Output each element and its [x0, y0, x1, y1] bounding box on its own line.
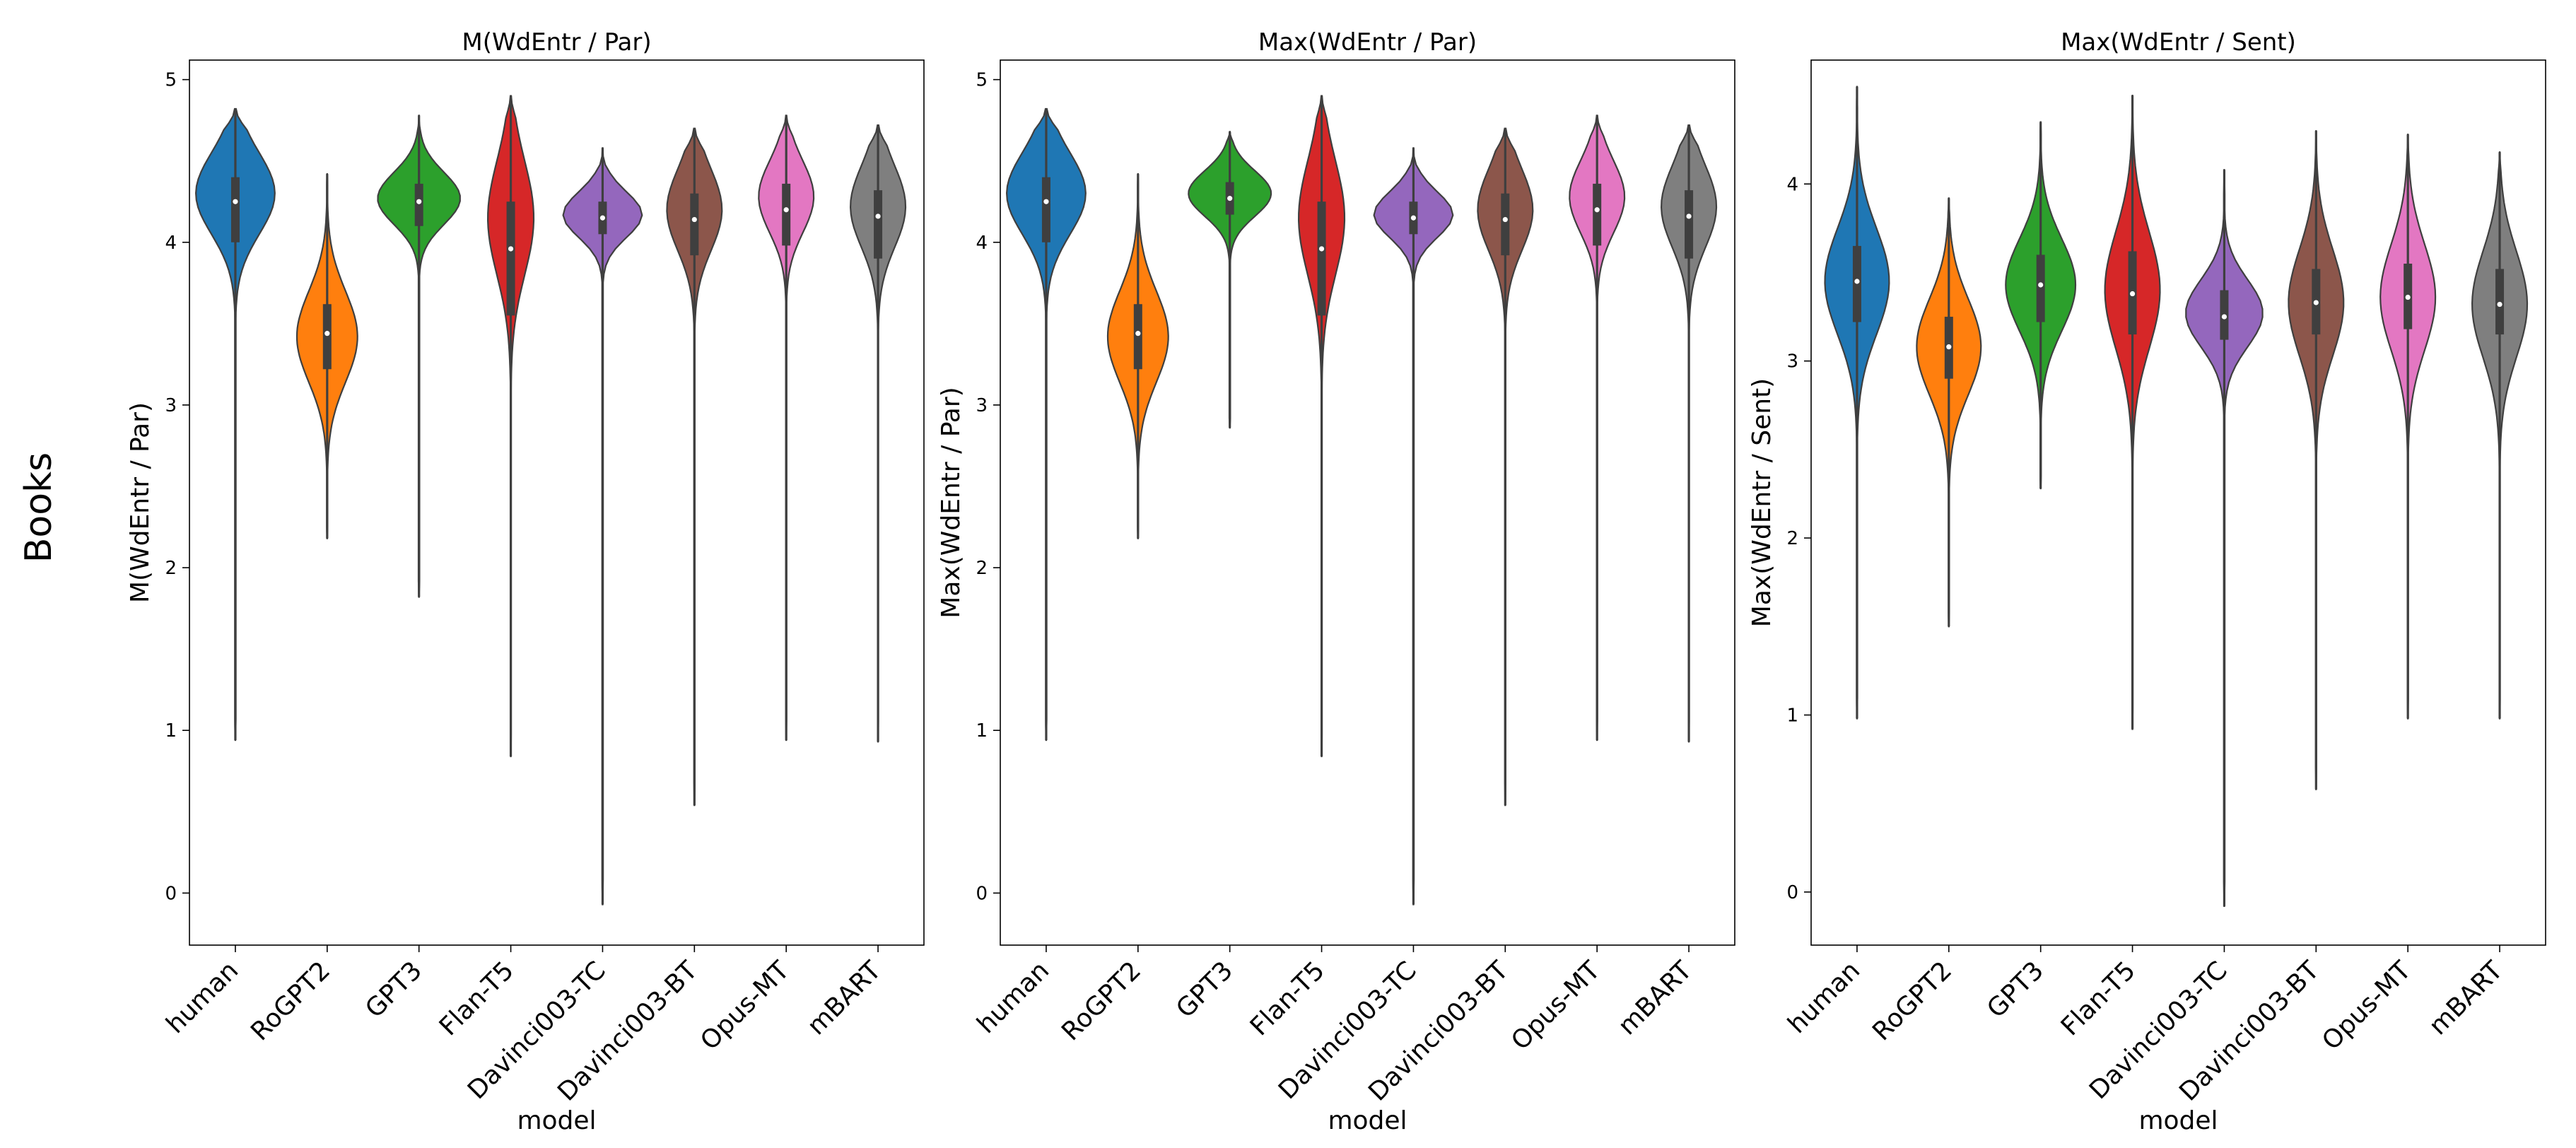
x-tick-label-RoGPT2: RoGPT2: [245, 956, 336, 1046]
iqr-box-RoGPT2: [1133, 304, 1142, 370]
x-tick-label-GPT3: GPT3: [1981, 956, 2049, 1024]
median-dot-RoGPT2: [324, 331, 330, 336]
iqr-box-human: [230, 177, 240, 242]
iqr-box-Davinci003-BT: [1501, 193, 1510, 256]
median-dot-GPT3: [2038, 282, 2044, 288]
iqr-box-mBART: [2495, 269, 2505, 335]
chart-title: M(WdEntr / Par): [462, 28, 651, 57]
median-dot-human: [1043, 199, 1049, 204]
x-tick-label-Opus-MT: Opus-MT: [2317, 956, 2417, 1056]
x-axis-label: model: [517, 1106, 596, 1135]
panel-2: Max(WdEntr / Par) Max(WdEntr / Par) model 0…: [937, 28, 1735, 1135]
y-tick-label: 2: [165, 558, 177, 579]
median-dot-Davinci003-BT: [691, 216, 697, 223]
axes-frame: [189, 59, 925, 946]
chart-title: Max(WdEntr / Sent): [2061, 28, 2296, 57]
iqr-box-human: [1852, 245, 1861, 322]
median-dot-mBART: [1686, 213, 1692, 219]
x-tick-label-Flan-T5: Flan-T5: [434, 956, 520, 1041]
median-dot-Davinci003-TC: [599, 215, 606, 221]
y-tick-label: 2: [976, 558, 988, 579]
iqr-box-RoGPT2: [322, 304, 332, 370]
y-tick-label: 4: [976, 233, 988, 254]
y-tick-label: 4: [165, 233, 177, 254]
y-tick-label: 5: [976, 70, 988, 91]
median-dot-Flan-T5: [1318, 246, 1325, 252]
axes-frame: [1000, 59, 1735, 946]
row-label: Books: [18, 452, 60, 563]
median-dot-Davinci003-TC: [1410, 215, 1417, 221]
median-dot-RoGPT2: [1135, 331, 1141, 336]
panel-3: Max(WdEntr / Sent) Max(WdEntr / Sent) mode…: [1747, 28, 2546, 1135]
y-tick-label: 0: [1786, 882, 1798, 903]
y-axis-label: Max(WdEntr / Par): [937, 387, 966, 618]
median-dot-Flan-T5: [2129, 291, 2136, 297]
x-tick-label-GPT3: GPT3: [360, 956, 428, 1024]
x-axis-label: model: [2138, 1106, 2218, 1135]
panel-1: M(WdEntr / Par) M(WdEntr / Par) model 0 1 2 3 4…: [126, 28, 925, 1135]
x-tick-label-Flan-T5: Flan-T5: [1245, 956, 1330, 1041]
x-axis-label: model: [1328, 1106, 1407, 1135]
median-dot-human: [233, 199, 238, 204]
y-tick-label: 3: [1786, 351, 1798, 373]
iqr-box-Flan-T5: [1317, 201, 1326, 316]
x-tick-label-Opus-MT: Opus-MT: [1506, 956, 1606, 1056]
chart-title: Max(WdEntr / Par): [1258, 28, 1477, 57]
y-tick-label: 2: [1786, 528, 1798, 549]
iqr-box-Opus-MT: [1593, 183, 1602, 246]
x-tick-label-GPT3: GPT3: [1171, 956, 1239, 1024]
median-dot-GPT3: [1227, 196, 1233, 201]
y-axis-label: M(WdEntr / Par): [126, 402, 155, 603]
y-tick-label: 1: [165, 720, 177, 742]
y-tick-label: 1: [1786, 705, 1798, 726]
iqr-box-Opus-MT: [782, 183, 791, 246]
median-dot-Davinci003-TC: [2221, 314, 2227, 320]
x-tick-label-human: human: [1783, 956, 1866, 1039]
x-tick-label-mBART: mBART: [2423, 956, 2509, 1041]
median-dot-mBART: [2497, 301, 2502, 308]
iqr-box-GPT3: [2036, 254, 2045, 322]
y-axis-label: Max(WdEntr / Sent): [1747, 378, 1776, 627]
x-tick-label-human: human: [972, 956, 1055, 1039]
x-tick-label-mBART: mBART: [1612, 956, 1698, 1041]
x-tick-label-RoGPT2: RoGPT2: [1867, 956, 1957, 1046]
y-tick-label: 0: [165, 883, 177, 904]
median-dot-mBART: [875, 213, 881, 219]
median-dot-Flan-T5: [508, 246, 514, 252]
y-tick-label: 4: [1786, 174, 1798, 195]
iqr-box-Davinci003-BT: [690, 193, 699, 256]
iqr-box-mBART: [1685, 190, 1694, 259]
y-tick-label: 3: [976, 395, 988, 416]
x-tick-label-RoGPT2: RoGPT2: [1056, 956, 1147, 1046]
median-dot-GPT3: [416, 199, 422, 204]
median-dot-human: [1854, 279, 1860, 284]
median-dot-Opus-MT: [2405, 294, 2411, 300]
y-tick-label: 1: [976, 720, 988, 742]
x-tick-label-Flan-T5: Flan-T5: [2056, 956, 2141, 1041]
x-tick-label-mBART: mBART: [802, 956, 887, 1041]
y-tick-label: 5: [165, 70, 177, 91]
median-dot-Davinci003-BT: [1502, 216, 1508, 223]
median-dot-Opus-MT: [1594, 207, 1600, 213]
median-dot-Opus-MT: [783, 207, 789, 213]
y-tick-label: 0: [976, 883, 988, 904]
axes-frame: [1810, 59, 2546, 946]
x-tick-label-Opus-MT: Opus-MT: [695, 956, 795, 1056]
iqr-box-GPT3: [414, 183, 423, 226]
median-dot-Davinci003-BT: [2313, 300, 2319, 305]
median-dot-RoGPT2: [1946, 344, 1952, 350]
x-tick-label-human: human: [161, 956, 245, 1039]
iqr-box-mBART: [874, 190, 883, 259]
y-tick-label: 3: [165, 395, 177, 416]
iqr-box-human: [1041, 177, 1050, 242]
iqr-box-Flan-T5: [506, 201, 515, 316]
